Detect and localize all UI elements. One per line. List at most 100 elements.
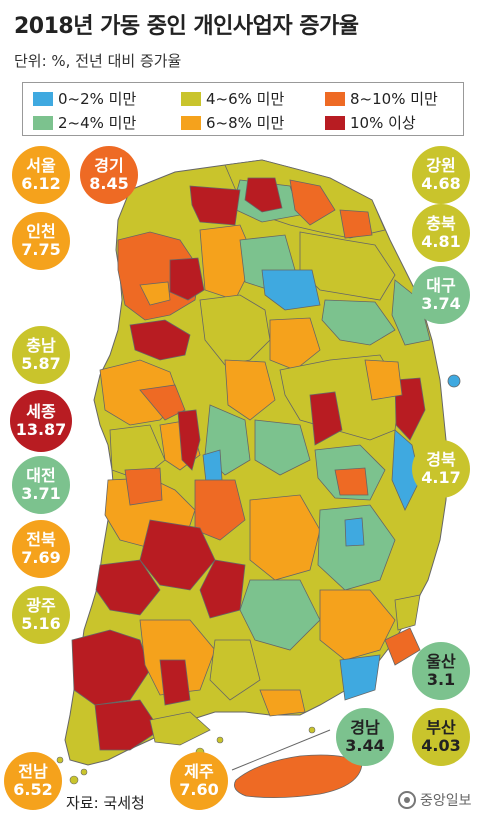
region-patch xyxy=(177,409,201,471)
region-patch xyxy=(239,579,321,651)
region-badge-jeonnam: 전남 6.52 xyxy=(4,752,62,810)
legend-swatch xyxy=(33,115,53,130)
region-badge-gyeonggi: 경기 8.45 xyxy=(80,146,138,204)
legend: 0~2% 미만 4~6% 미만 8~10% 미만 2~4% 미만 6~8% 미만… xyxy=(22,82,464,136)
region-name: 충북 xyxy=(426,214,456,233)
region-name: 부산 xyxy=(426,718,456,737)
legend-item: 2~4% 미만 xyxy=(33,112,136,133)
legend-swatch xyxy=(181,115,201,130)
region-badge-busan: 부산 4.03 xyxy=(412,708,470,766)
region-badge-gangwon: 강원 4.68 xyxy=(412,146,470,204)
region-patch xyxy=(244,177,283,213)
region-patch xyxy=(209,639,261,701)
legend-item: 6~8% 미만 xyxy=(181,112,284,133)
region-value: 7.69 xyxy=(21,548,61,567)
region-name: 충남 xyxy=(26,336,56,355)
region-patch xyxy=(391,429,421,511)
region-value: 3.74 xyxy=(421,294,461,313)
region-patch xyxy=(95,559,161,616)
region-patch xyxy=(394,377,426,441)
legend-swatch xyxy=(181,91,201,106)
region-patch xyxy=(139,281,171,306)
region-name: 광주 xyxy=(26,596,56,615)
region-value: 3.44 xyxy=(345,736,385,755)
legend-label: 0~2% 미만 xyxy=(58,90,137,108)
region-patch xyxy=(129,319,191,361)
legend-label: 8~10% 미만 xyxy=(350,90,438,108)
region-value: 6.52 xyxy=(13,780,53,799)
region-badge-chungbuk: 충북 4.81 xyxy=(412,204,470,262)
region-patch xyxy=(317,504,396,591)
region-name: 세종 xyxy=(26,402,56,421)
region-patch xyxy=(321,299,396,346)
region-value: 7.60 xyxy=(179,780,219,799)
region-patch xyxy=(249,494,321,581)
region-patch xyxy=(139,384,186,421)
region-value: 4.81 xyxy=(421,232,461,251)
region-name: 전북 xyxy=(26,530,56,549)
region-badge-ulsan: 울산 3.1 xyxy=(412,642,470,700)
region-patch xyxy=(289,179,336,226)
legend-label: 4~6% 미만 xyxy=(206,90,285,108)
legend-swatch xyxy=(33,91,53,106)
region-badge-sejong: 세종 13.87 xyxy=(10,390,72,452)
region-patch xyxy=(94,699,161,751)
region-patch xyxy=(124,467,163,506)
region-patch xyxy=(189,185,241,226)
region-patch xyxy=(309,391,343,446)
logo-icon xyxy=(398,791,416,809)
region-patch xyxy=(202,449,223,483)
jeju-leader-line xyxy=(231,729,331,771)
region-value: 4.17 xyxy=(421,468,461,487)
region-badge-jeju: 제주 7.60 xyxy=(170,752,228,810)
legend-item: 0~2% 미만 xyxy=(33,88,136,109)
region-name: 전남 xyxy=(18,762,48,781)
region-value: 6.12 xyxy=(21,174,61,193)
region-value: 5.16 xyxy=(21,614,61,633)
region-patch xyxy=(344,517,365,547)
logo-text: 중앙일보 xyxy=(420,793,472,809)
region-patch xyxy=(199,294,271,366)
region-patch xyxy=(224,359,276,421)
legend-item: 4~6% 미만 xyxy=(181,88,284,109)
legend-swatch xyxy=(325,115,345,130)
map-regions xyxy=(71,159,431,751)
region-patch xyxy=(319,589,396,661)
region-name: 강원 xyxy=(426,156,456,175)
region-badge-gwangju: 광주 5.16 xyxy=(12,586,70,644)
region-patch xyxy=(199,559,246,619)
region-patch xyxy=(261,269,321,311)
region-badge-daegu: 대구 3.74 xyxy=(412,266,470,324)
region-value: 8.45 xyxy=(89,174,129,193)
region-patch xyxy=(364,359,403,401)
region-name: 대전 xyxy=(26,466,56,485)
legend-label: 2~4% 미만 xyxy=(58,114,137,132)
region-name: 경북 xyxy=(426,450,456,469)
legend-item: 8~10% 미만 xyxy=(325,88,438,109)
region-value: 3.1 xyxy=(426,670,456,689)
region-name: 제주 xyxy=(184,762,214,781)
region-value: 3.71 xyxy=(21,484,61,503)
legend-label: 10% 이상 xyxy=(350,114,416,132)
region-patch xyxy=(169,257,205,301)
region-patch xyxy=(149,711,211,746)
page-subtitle: 단위: %, 전년 대비 증가율 xyxy=(14,52,182,70)
region-patch xyxy=(71,629,151,706)
source-note: 자료: 국세청 xyxy=(66,794,145,812)
region-name: 서울 xyxy=(26,156,56,175)
region-name: 경기 xyxy=(94,156,124,175)
region-badge-seoul: 서울 6.12 xyxy=(12,146,70,204)
region-value: 7.75 xyxy=(21,240,61,259)
region-patch xyxy=(334,467,369,496)
region-value: 13.87 xyxy=(15,420,67,439)
region-name: 대구 xyxy=(426,276,456,295)
jeju-island xyxy=(233,754,363,798)
region-patch xyxy=(339,209,373,239)
legend-item: 10% 이상 xyxy=(325,112,416,133)
region-patch xyxy=(259,689,306,717)
region-name: 울산 xyxy=(426,652,456,671)
region-badge-daejeon: 대전 3.71 xyxy=(12,456,70,514)
region-patch xyxy=(394,594,421,631)
page-title: 2018년 가동 중인 개인사업자 증가율 xyxy=(14,14,359,39)
